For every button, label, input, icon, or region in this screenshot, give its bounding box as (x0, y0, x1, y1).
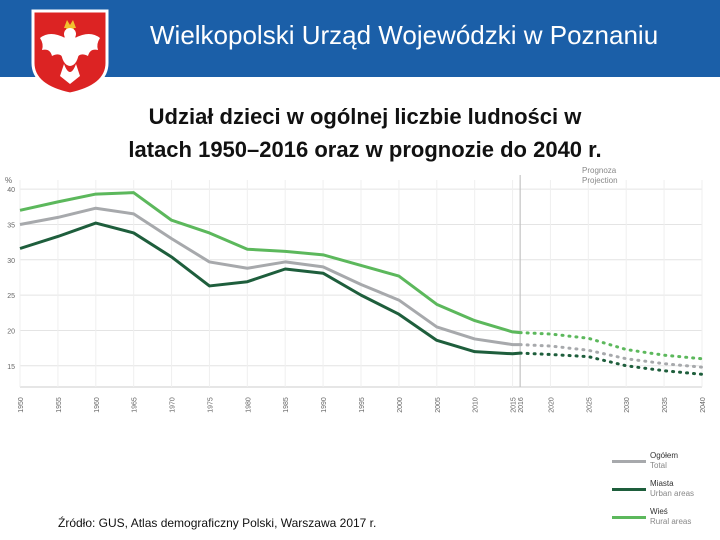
legend-label-urban: Miasta (650, 479, 674, 488)
x-tick-label: 2005 (435, 397, 442, 413)
chart-series (19, 191, 704, 376)
chart-grid (19, 175, 703, 388)
legend-label-urban-en: Urban areas (650, 489, 695, 498)
legend-item-rural: Wieś Rural areas (610, 504, 720, 532)
series-projection-2 (518, 331, 704, 361)
x-tick-label: 1950 (18, 397, 25, 413)
legend-label-rural-en: Rural areas (650, 517, 692, 526)
x-tick-label: 1965 (132, 397, 139, 413)
source-note: Źródło: GUS, Atlas demograficzny Polski,… (58, 516, 377, 530)
x-tick-label: 1975 (207, 397, 214, 413)
x-tick-label: 2030 (624, 397, 631, 413)
x-tick-label: 2016 (518, 397, 525, 413)
header-title: Wielkopolski Urząd Wojewódzki w Poznaniu (150, 20, 659, 50)
chart-legend: Ogółem Total Miasta Urban areas Wieś Rur… (610, 448, 720, 532)
x-tick-label: 2015 (511, 397, 518, 413)
y-axis-unit-label: % (5, 176, 12, 185)
slide-title: Udział dzieci w ogólnej liczbie ludności… (40, 100, 690, 166)
x-tick-label: 2000 (397, 397, 404, 413)
x-tick-label: 1990 (321, 397, 328, 413)
x-tick-label: 2025 (586, 397, 593, 413)
x-tick-label: 1985 (283, 397, 290, 413)
header-bar: Wielkopolski Urząd Wojewódzki w Poznaniu (0, 0, 720, 96)
series-line-1 (19, 221, 521, 356)
x-tick-label: 1970 (170, 397, 177, 413)
y-tick-label: 30 (7, 258, 15, 265)
y-tick-label: 25 (7, 293, 15, 300)
x-tick-label: 1955 (56, 397, 63, 413)
slide-title-line-1: Udział dzieci w ogólnej liczbie ludności… (148, 104, 582, 129)
x-tick-label: 2035 (662, 397, 669, 413)
y-tick-label: 35 (7, 222, 15, 229)
legend-swatch-total (612, 460, 646, 463)
legend-label-rural: Wieś (650, 507, 668, 516)
series-line-2 (19, 191, 521, 335)
x-tick-label: 1960 (94, 397, 101, 413)
y-tick-label: 40 (7, 187, 15, 194)
x-tick-label: 2020 (548, 397, 555, 413)
x-tick-label: 2040 (700, 397, 707, 413)
legend-label-total: Ogółem (650, 451, 679, 460)
legend-label-total-en: Total (650, 461, 667, 470)
series-projection-0 (518, 343, 704, 369)
projection-label: Projection (582, 176, 618, 185)
series-line-0 (19, 206, 521, 347)
slide-title-line-2: latach 1950–2016 oraz w prognozie do 204… (128, 137, 602, 162)
x-tick-label: 2010 (473, 397, 480, 413)
legend-swatch-urban (612, 488, 646, 491)
y-tick-label: 15 (7, 364, 15, 371)
legend-swatch-rural (612, 516, 646, 519)
x-tick-label: 1995 (359, 397, 366, 413)
x-tick-label: 1980 (245, 397, 252, 413)
legend-item-urban: Miasta Urban areas (610, 476, 720, 504)
polish-eagle-emblem-icon (31, 9, 109, 96)
legend-item-total: Ogółem Total (610, 448, 720, 476)
projection-label: Prognoza (582, 166, 617, 175)
y-tick-label: 20 (7, 328, 15, 335)
